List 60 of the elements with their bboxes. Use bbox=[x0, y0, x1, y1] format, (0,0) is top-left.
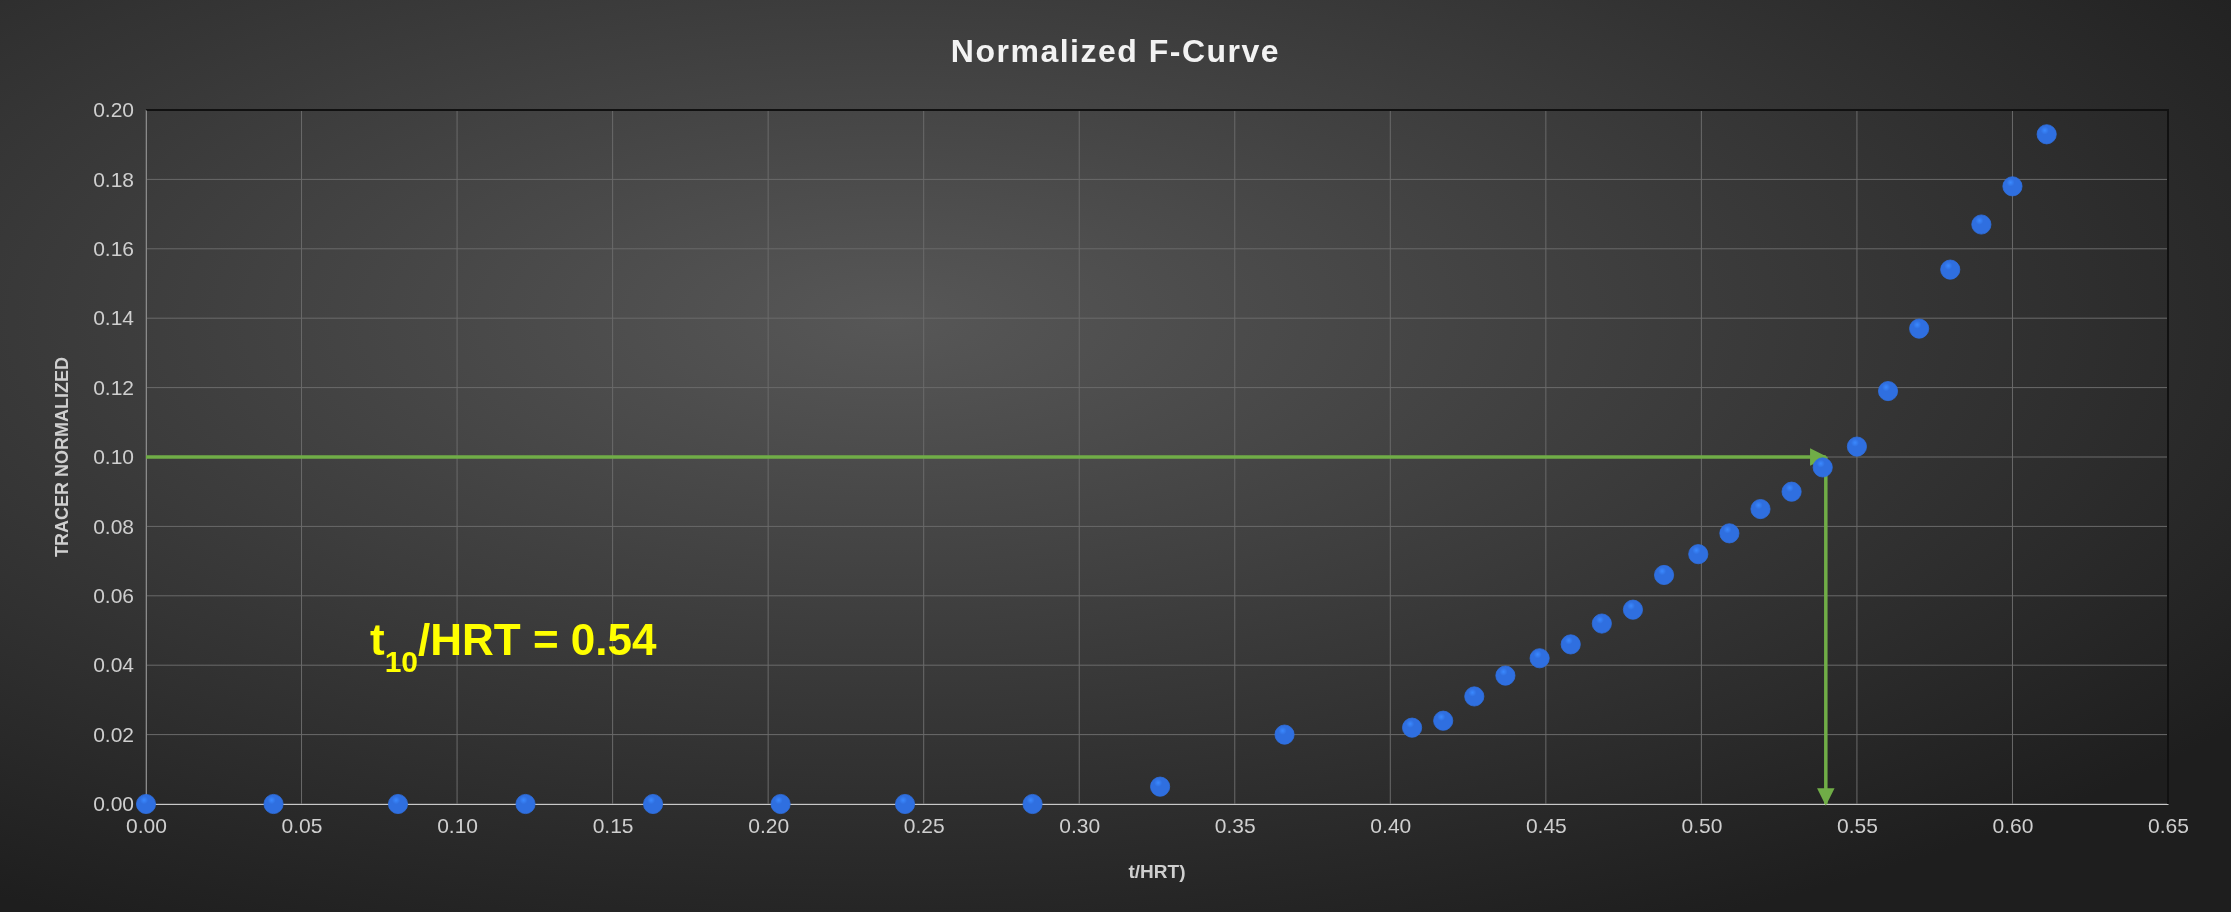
point bbox=[1719, 523, 1740, 544]
y-tick-label: 0.10 bbox=[93, 445, 134, 469]
point bbox=[1022, 794, 1043, 814]
point bbox=[1150, 776, 1171, 797]
point bbox=[1846, 436, 1867, 457]
x-tick-label: 0.20 bbox=[748, 813, 790, 837]
y-tick-label: 0.18 bbox=[93, 167, 134, 191]
point bbox=[1560, 634, 1581, 655]
point bbox=[1464, 686, 1485, 707]
y-tick-label: 0.06 bbox=[93, 584, 134, 608]
y-tick-label: 0.02 bbox=[93, 722, 134, 746]
x-tick-label: 0.30 bbox=[1059, 813, 1101, 837]
point bbox=[770, 794, 791, 814]
y-tick-label: 0.20 bbox=[93, 98, 134, 122]
annotation: t$_{10}$/HRT = 0.54 bbox=[370, 615, 657, 678]
point bbox=[1495, 665, 1516, 686]
x-tick-label: 0.40 bbox=[1370, 813, 1412, 837]
point bbox=[1274, 724, 1295, 745]
point bbox=[643, 794, 664, 814]
point bbox=[1529, 648, 1550, 669]
y-tick-label: 0.14 bbox=[93, 306, 135, 330]
x-tick-label: 0.55 bbox=[1836, 813, 1878, 837]
point bbox=[515, 794, 536, 814]
y-tick-label: 0.16 bbox=[93, 237, 134, 261]
x-tick-label: 0.00 bbox=[126, 813, 167, 837]
x-tick-label: 0.05 bbox=[281, 813, 323, 837]
point bbox=[2036, 124, 2057, 145]
point bbox=[1878, 381, 1899, 402]
point bbox=[1654, 564, 1675, 585]
x-tick-label: 0.35 bbox=[1214, 813, 1256, 837]
y-tick-label: 0.12 bbox=[93, 375, 134, 399]
x-tick-label: 0.45 bbox=[1525, 813, 1567, 837]
point bbox=[1591, 613, 1612, 634]
y-tick-label: 0.00 bbox=[93, 792, 134, 816]
x-axis-title: t/HRT) bbox=[1128, 861, 1186, 882]
x-tick-label: 0.50 bbox=[1681, 813, 1723, 837]
point bbox=[895, 794, 916, 814]
x-tick-label: 0.10 bbox=[437, 813, 479, 837]
point bbox=[1402, 717, 1423, 738]
x-tick-label: 0.65 bbox=[2148, 813, 2189, 837]
point bbox=[387, 794, 408, 814]
point bbox=[1971, 214, 1992, 235]
point bbox=[1909, 318, 1930, 339]
chart-title: Normalized F-Curve bbox=[950, 33, 1281, 69]
x-tick-label: 0.25 bbox=[903, 813, 945, 837]
x-tick-label: 0.60 bbox=[1992, 813, 2034, 837]
y-tick-label: 0.08 bbox=[93, 514, 134, 538]
point bbox=[1622, 599, 1643, 620]
point bbox=[263, 794, 284, 814]
x-tick-label: 0.15 bbox=[592, 813, 634, 837]
point bbox=[1433, 710, 1454, 731]
y-tick-label: 0.04 bbox=[93, 653, 135, 677]
point bbox=[1688, 544, 1709, 565]
point bbox=[1750, 499, 1771, 520]
y-axis-title: TRACER NORMALIZED bbox=[52, 357, 72, 557]
point bbox=[1781, 481, 1802, 502]
point bbox=[1812, 457, 1833, 478]
point bbox=[135, 794, 157, 814]
point bbox=[2002, 176, 2023, 197]
point bbox=[1940, 259, 1961, 280]
